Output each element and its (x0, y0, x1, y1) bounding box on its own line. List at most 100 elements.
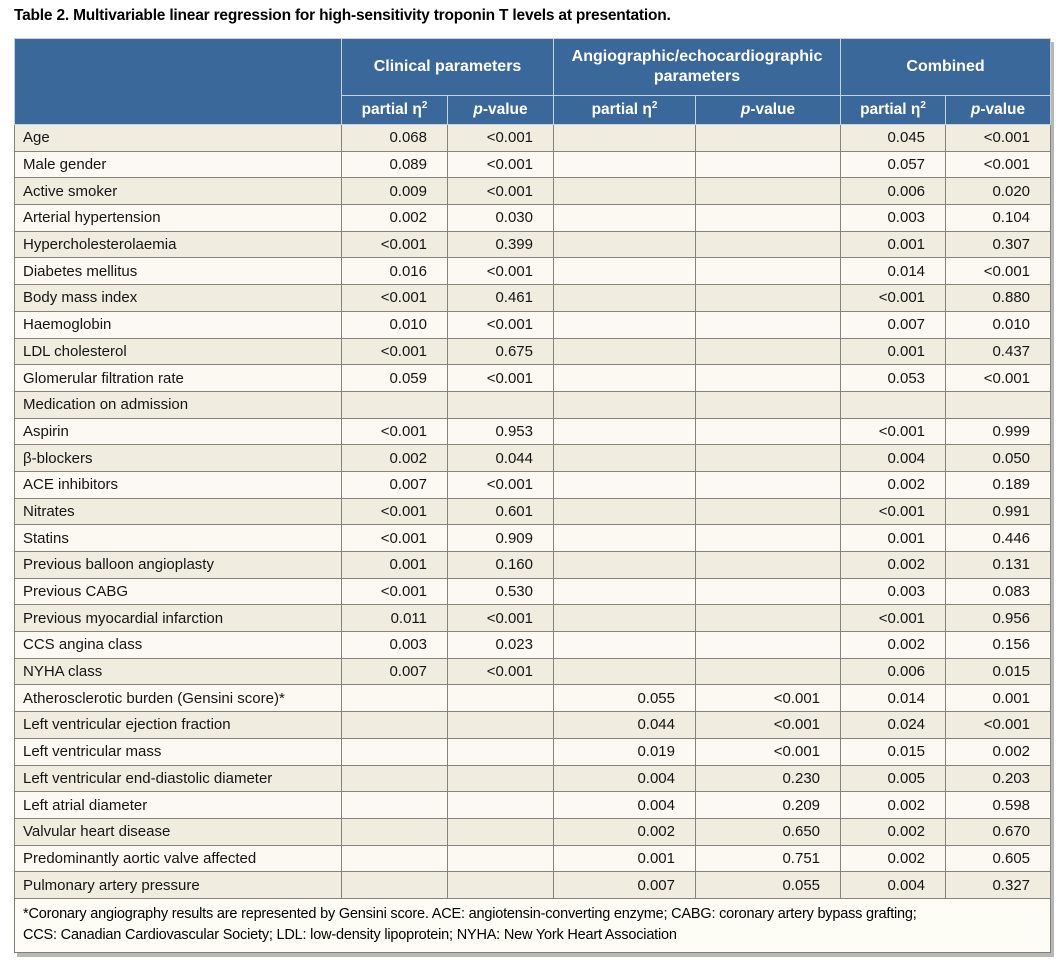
group-header-combined: Combined (840, 38, 1052, 96)
table-row: Glomerular filtration rate 0.059 <0.001 0.0… (14, 364, 1052, 392)
value-cell (341, 817, 448, 846)
value-cell: 0.203 (945, 764, 1052, 793)
value-cell (447, 684, 554, 713)
value-cell (694, 497, 842, 526)
footnote-line-1: *Coronary angiography results are repres… (23, 905, 917, 922)
value-cell (694, 417, 842, 446)
value-cell (341, 844, 448, 873)
value-cell: 0.055 (553, 684, 696, 713)
table-row: Previous myocardial infarction 0.011 <0.00… (14, 604, 1052, 633)
row-label-cell: LDL cholesterol (14, 337, 342, 366)
value-cell: 0.044 (553, 711, 696, 739)
row-label-cell: Left ventricular end-diastolic diameter (14, 764, 342, 793)
table-row: Medication on admission (14, 390, 1052, 419)
value-cell: 0.189 (945, 470, 1052, 499)
value-cell: 0.002 (341, 204, 448, 232)
value-cell (694, 524, 842, 552)
value-cell: 0.002 (840, 631, 947, 659)
value-cell: <0.001 (341, 524, 448, 552)
footnote: *Coronary angiography results are repres… (14, 897, 1051, 953)
table-row: Predominantly aortic valve affected 0.001… (14, 844, 1052, 873)
value-cell: 0.019 (553, 737, 696, 766)
value-cell: 0.002 (840, 551, 947, 579)
value-cell: 0.002 (553, 817, 696, 846)
value-cell (694, 657, 842, 686)
table-row: Pulmonary artery pressure 0.007 0.055 0.004… (14, 871, 1052, 899)
eta-superscript: 2 (421, 100, 428, 112)
value-cell (341, 871, 448, 899)
value-cell (553, 177, 696, 206)
value-cell: <0.001 (341, 577, 448, 606)
table-row: Previous balloon angioplasty 0.001 0.160 0.… (14, 551, 1052, 579)
value-cell: <0.001 (945, 257, 1052, 286)
value-cell: 0.024 (840, 711, 947, 739)
value-cell: 0.053 (840, 364, 947, 392)
value-cell (553, 150, 696, 179)
value-cell: 0.015 (945, 657, 1052, 686)
group-header-row: Clinical parameters Angiographic/echocar… (14, 38, 1052, 125)
row-label-cell: β-blockers (14, 444, 342, 472)
value-cell (341, 737, 448, 766)
value-cell: 0.751 (694, 844, 842, 873)
table-row: LDL cholesterol <0.001 0.675 0.001 0.437 (14, 337, 1052, 366)
value-cell: 0.050 (945, 444, 1052, 472)
value-cell: 0.002 (840, 791, 947, 819)
value-cell (945, 390, 1052, 419)
footnote-line-2: CCS: Canadian Cardiovascular Society; LD… (23, 926, 677, 943)
value-cell: <0.001 (694, 684, 842, 713)
value-cell (694, 257, 842, 286)
table-row: Arterial hypertension 0.002 0.030 0.003 0.10… (14, 204, 1052, 232)
value-cell: 0.003 (840, 577, 947, 606)
value-cell: 0.007 (840, 310, 947, 339)
value-cell: 0.461 (447, 284, 554, 312)
footnote-row: *Coronary angiography results are repres… (14, 897, 1051, 953)
value-cell: 0.230 (694, 764, 842, 793)
row-label-cell: Atherosclerotic burden (Gensini score)* (14, 684, 342, 713)
row-label-cell: Nitrates (14, 497, 342, 526)
value-cell: 0.650 (694, 817, 842, 846)
value-cell (553, 497, 696, 526)
row-label-cell: Diabetes mellitus (14, 257, 342, 286)
value-cell (694, 337, 842, 366)
value-cell: <0.001 (694, 737, 842, 766)
value-cell (553, 284, 696, 312)
corner-cell (14, 38, 342, 125)
eta-label: partial η (361, 101, 422, 119)
value-cell: 0.209 (694, 791, 842, 819)
table-row: Male gender 0.089 <0.001 0.057 <0.001 (14, 150, 1052, 179)
row-label-cell: Left ventricular ejection fraction (14, 711, 342, 739)
table-row: Left ventricular end-diastolic diameter 0… (14, 764, 1052, 793)
table-row: Nitrates <0.001 0.601 <0.001 0.991 (14, 497, 1052, 526)
value-cell: <0.001 (840, 497, 947, 526)
value-cell (694, 150, 842, 179)
value-cell: 0.991 (945, 497, 1052, 526)
value-cell: <0.001 (447, 150, 554, 179)
row-label-cell: Previous CABG (14, 577, 342, 606)
subheader-clinical-eta: partial η2 (341, 95, 448, 125)
value-cell (553, 337, 696, 366)
value-cell: 0.002 (840, 470, 947, 499)
table-body: Age 0.068 <0.001 0.045 <0.001 Male gender 0.08… (14, 124, 1052, 899)
table-row: CCS angina class 0.003 0.023 0.002 0.156 (14, 631, 1052, 659)
row-label-cell: Left ventricular mass (14, 737, 342, 766)
value-cell (341, 684, 448, 713)
table-row: β-blockers 0.002 0.044 0.004 0.050 (14, 444, 1052, 472)
table-row: Haemoglobin 0.010 <0.001 0.007 0.010 (14, 310, 1052, 339)
value-cell (694, 230, 842, 259)
row-label-cell: Medication on admission (14, 390, 342, 419)
p-label: p (740, 101, 751, 118)
value-cell (694, 604, 842, 633)
value-cell: 0.002 (840, 817, 947, 846)
value-cell: 0.007 (553, 871, 696, 899)
value-cell (694, 310, 842, 339)
value-cell: 0.055 (694, 871, 842, 899)
value-cell (694, 470, 842, 499)
row-label-cell: Active smoker (14, 177, 342, 206)
value-cell: 0.160 (447, 551, 554, 579)
value-cell: <0.001 (840, 417, 947, 446)
table-header: Clinical parameters Angiographic/echocar… (14, 38, 1052, 125)
value-cell (553, 124, 696, 152)
value-cell (447, 711, 554, 739)
value-cell: 0.437 (945, 337, 1052, 366)
table-row: Atherosclerotic burden (Gensini score)* 0… (14, 684, 1052, 713)
